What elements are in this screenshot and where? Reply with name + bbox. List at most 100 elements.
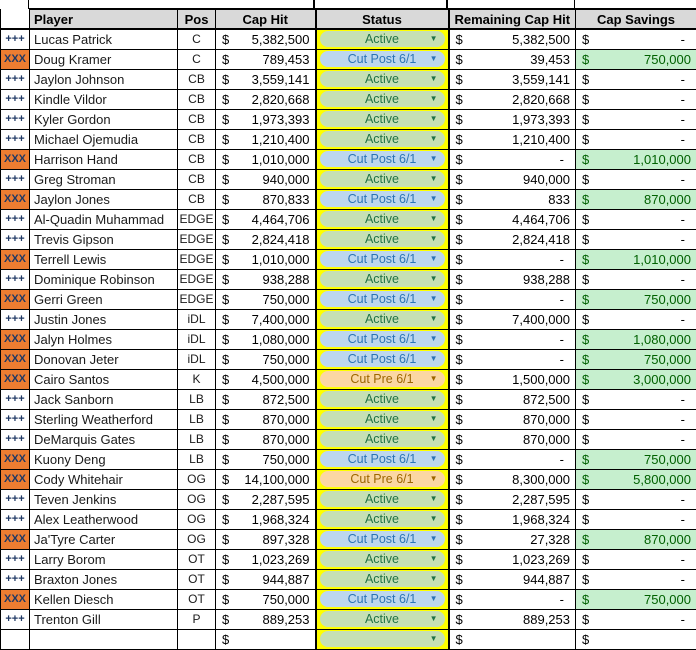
status-cell[interactable]: Active ▼ xyxy=(316,69,449,89)
player-name-cell[interactable]: DeMarquis Gates xyxy=(30,429,178,449)
status-cell[interactable]: Active ▼ xyxy=(316,129,449,149)
cap-savings-cell[interactable]: $- xyxy=(576,549,696,569)
cap-savings-cell[interactable]: $- xyxy=(576,169,696,189)
position-cell[interactable]: CB xyxy=(178,69,216,89)
remaining-cap-hit-cell[interactable]: $938,288 xyxy=(449,269,576,289)
player-name-cell[interactable]: Michael Ojemudia xyxy=(30,129,178,149)
position-cell[interactable]: OG xyxy=(178,489,216,509)
remaining-cap-hit-cell[interactable]: $- xyxy=(449,289,576,309)
remaining-cap-hit-cell[interactable]: $944,887 xyxy=(449,569,576,589)
row-flag[interactable]: XXX xyxy=(1,149,30,169)
position-cell[interactable]: LB xyxy=(178,449,216,469)
cap-hit-cell[interactable]: $4,500,000 xyxy=(216,369,316,389)
cap-savings-cell[interactable]: $1,080,000 xyxy=(576,329,696,349)
player-name-cell[interactable]: Cairo Santos xyxy=(30,369,178,389)
chevron-down-icon[interactable]: ▼ xyxy=(430,235,438,243)
col-header-flag[interactable] xyxy=(1,9,30,29)
status-cell[interactable]: Active ▼ xyxy=(316,489,449,509)
chevron-down-icon[interactable]: ▼ xyxy=(430,75,438,83)
status-dropdown[interactable]: Cut Pre 6/1 ▼ xyxy=(320,471,445,487)
cap-savings-cell[interactable]: $- xyxy=(576,429,696,449)
chevron-down-icon[interactable]: ▼ xyxy=(430,635,438,643)
cap-hit-cell[interactable]: $944,887 xyxy=(216,569,316,589)
row-flag[interactable]: +++ xyxy=(1,609,30,629)
remaining-cap-hit-cell[interactable]: $27,328 xyxy=(449,529,576,549)
cap-savings-cell[interactable]: $5,800,000 xyxy=(576,469,696,489)
remaining-cap-hit-cell[interactable]: $5,382,500 xyxy=(449,29,576,49)
remaining-cap-hit-cell[interactable]: $870,000 xyxy=(449,429,576,449)
status-cell[interactable]: Active ▼ xyxy=(316,169,449,189)
status-cell[interactable]: Active ▼ xyxy=(316,409,449,429)
position-cell[interactable]: CB xyxy=(178,189,216,209)
player-name-cell[interactable]: Jaylon Jones xyxy=(30,189,178,209)
cap-hit-cell[interactable]: $5,382,500 xyxy=(216,29,316,49)
cap-savings-cell[interactable]: $- xyxy=(576,489,696,509)
cap-savings-cell[interactable]: $- xyxy=(576,509,696,529)
chevron-down-icon[interactable]: ▼ xyxy=(430,595,438,603)
chevron-down-icon[interactable]: ▼ xyxy=(430,515,438,523)
row-flag[interactable]: XXX xyxy=(1,249,30,269)
cap-hit-cell[interactable]: $ xyxy=(216,629,316,649)
position-cell[interactable]: EDGE xyxy=(178,289,216,309)
player-name-cell[interactable]: Braxton Jones xyxy=(30,569,178,589)
status-cell[interactable]: Cut Post 6/1 ▼ xyxy=(316,589,449,609)
player-name-cell[interactable]: Greg Stroman xyxy=(30,169,178,189)
chevron-down-icon[interactable]: ▼ xyxy=(430,115,438,123)
status-dropdown[interactable]: Active ▼ xyxy=(320,551,445,567)
row-flag[interactable]: +++ xyxy=(1,29,30,49)
player-name-cell[interactable]: Kindle Vildor xyxy=(30,89,178,109)
remaining-cap-hit-cell[interactable]: $- xyxy=(449,349,576,369)
row-flag[interactable]: +++ xyxy=(1,409,30,429)
cap-hit-cell[interactable]: $4,464,706 xyxy=(216,209,316,229)
chevron-down-icon[interactable]: ▼ xyxy=(430,155,438,163)
position-cell[interactable]: OG xyxy=(178,469,216,489)
remaining-cap-hit-cell[interactable]: $1,210,400 xyxy=(449,129,576,149)
chevron-down-icon[interactable]: ▼ xyxy=(430,395,438,403)
cap-savings-cell[interactable]: $- xyxy=(576,29,696,49)
cap-savings-cell[interactable]: $ xyxy=(576,629,696,649)
status-dropdown[interactable]: Active ▼ xyxy=(320,211,445,227)
row-flag[interactable]: XXX xyxy=(1,189,30,209)
cap-hit-cell[interactable]: $938,288 xyxy=(216,269,316,289)
row-flag[interactable]: +++ xyxy=(1,269,30,289)
status-cell[interactable]: Active ▼ xyxy=(316,229,449,249)
remaining-cap-hit-cell[interactable]: $1,973,393 xyxy=(449,109,576,129)
status-dropdown[interactable]: ▼ xyxy=(320,631,445,647)
row-flag[interactable]: +++ xyxy=(1,89,30,109)
status-cell[interactable]: Cut Pre 6/1 ▼ xyxy=(316,469,449,489)
position-cell[interactable]: OT xyxy=(178,589,216,609)
position-cell[interactable]: iDL xyxy=(178,309,216,329)
status-cell[interactable]: Active ▼ xyxy=(316,549,449,569)
status-cell[interactable]: Cut Pre 6/1 ▼ xyxy=(316,369,449,389)
status-dropdown[interactable]: Active ▼ xyxy=(320,431,445,447)
status-dropdown[interactable]: Active ▼ xyxy=(320,131,445,147)
position-cell[interactable]: K xyxy=(178,369,216,389)
chevron-down-icon[interactable]: ▼ xyxy=(430,135,438,143)
cap-savings-cell[interactable]: $- xyxy=(576,209,696,229)
position-cell[interactable] xyxy=(178,629,216,649)
row-flag[interactable]: +++ xyxy=(1,169,30,189)
remaining-cap-hit-cell[interactable]: $2,820,668 xyxy=(449,89,576,109)
cap-hit-cell[interactable]: $14,100,000 xyxy=(216,469,316,489)
status-dropdown[interactable]: Cut Post 6/1 ▼ xyxy=(320,331,445,347)
chevron-down-icon[interactable]: ▼ xyxy=(430,615,438,623)
position-cell[interactable]: P xyxy=(178,609,216,629)
col-header-pos[interactable]: Pos xyxy=(178,9,216,29)
position-cell[interactable]: LB xyxy=(178,389,216,409)
cap-hit-cell[interactable]: $1,973,393 xyxy=(216,109,316,129)
row-flag[interactable]: XXX xyxy=(1,449,30,469)
status-cell[interactable]: Active ▼ xyxy=(316,509,449,529)
chevron-down-icon[interactable]: ▼ xyxy=(430,375,438,383)
cap-savings-cell[interactable]: $- xyxy=(576,409,696,429)
status-cell[interactable]: Active ▼ xyxy=(316,109,449,129)
cap-hit-cell[interactable]: $940,000 xyxy=(216,169,316,189)
position-cell[interactable]: OT xyxy=(178,549,216,569)
cap-savings-cell[interactable]: $- xyxy=(576,609,696,629)
status-dropdown[interactable]: Active ▼ xyxy=(320,391,445,407)
remaining-cap-hit-cell[interactable]: $- xyxy=(449,249,576,269)
remaining-cap-hit-cell[interactable]: $833 xyxy=(449,189,576,209)
remaining-cap-hit-cell[interactable]: $940,000 xyxy=(449,169,576,189)
chevron-down-icon[interactable]: ▼ xyxy=(430,275,438,283)
status-cell[interactable]: Cut Post 6/1 ▼ xyxy=(316,149,449,169)
remaining-cap-hit-cell[interactable]: $- xyxy=(449,329,576,349)
